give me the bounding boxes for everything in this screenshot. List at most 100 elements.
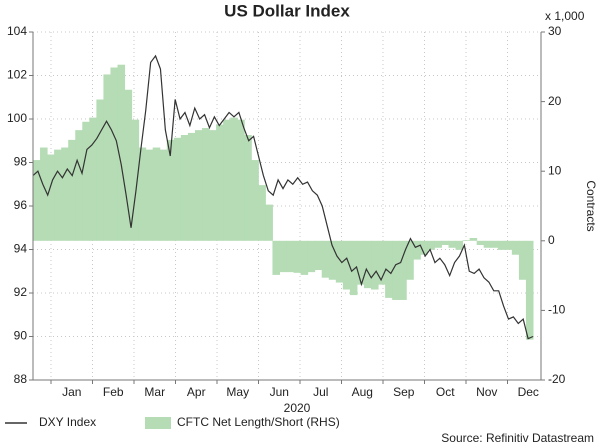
area-bar <box>455 240 464 250</box>
area-bar <box>89 117 97 241</box>
x-tick-label: Mar <box>144 385 165 399</box>
area-bar <box>202 128 210 241</box>
area-bar <box>349 240 358 296</box>
area-bar <box>413 240 421 260</box>
area-bar <box>490 240 499 248</box>
area-bar <box>54 149 62 241</box>
y-tick-label: 98 <box>14 155 28 169</box>
area-bar <box>47 154 55 241</box>
area-bar <box>159 149 168 241</box>
area-bar <box>230 117 238 241</box>
y-tick-label: 96 <box>14 198 28 212</box>
y2-tick-label: 30 <box>548 24 562 38</box>
area-bar <box>173 137 182 241</box>
area-bar <box>293 240 302 273</box>
area-bar <box>356 240 365 285</box>
area-bar <box>82 121 90 241</box>
area-bar <box>300 240 309 275</box>
y-tick-label: 104 <box>7 24 27 38</box>
x-tick-label: Apr <box>187 385 206 399</box>
area-bar <box>385 240 393 298</box>
area-bar <box>244 135 252 241</box>
area-bar <box>103 74 111 241</box>
area-bar <box>518 240 527 280</box>
y-tick-label: 100 <box>7 111 27 125</box>
area-bar <box>194 130 203 241</box>
area-bar <box>33 160 41 241</box>
area-bar <box>166 139 175 241</box>
y-tick-label: 92 <box>14 285 28 299</box>
area-bar <box>441 240 449 245</box>
area-bar <box>40 147 48 241</box>
area-bar <box>96 99 104 241</box>
x-tick-label: Jun <box>270 385 289 399</box>
area-bar <box>420 240 428 255</box>
area-bar <box>117 64 126 241</box>
area-bar <box>427 240 435 250</box>
area-bar <box>462 240 471 241</box>
area-bar <box>237 119 245 241</box>
area-bar <box>75 130 83 241</box>
area-bar <box>434 240 442 248</box>
area-bar <box>152 147 161 241</box>
source: Source: Refinitiv Datastream <box>441 431 594 445</box>
area-bar <box>124 89 133 241</box>
area-bar <box>342 240 351 290</box>
legend-label: DXY Index <box>39 415 96 429</box>
legend-label: CFTC Net Length/Short (RHS) <box>177 415 340 429</box>
area-bar <box>504 240 513 250</box>
area-bar <box>265 204 273 241</box>
y2-unit: x 1,000 <box>545 9 585 23</box>
area-bar <box>321 240 330 278</box>
area-bar <box>476 240 485 245</box>
y2-tick-label: -20 <box>548 372 566 386</box>
area-bar <box>335 240 344 283</box>
area-bar <box>138 147 147 241</box>
x-tick-label: Oct <box>436 385 455 399</box>
area-bar <box>307 240 316 273</box>
area-bar <box>497 240 506 250</box>
area-bar <box>279 240 288 273</box>
area-bar <box>110 67 119 241</box>
area-bar <box>314 240 323 271</box>
y-tick-label: 94 <box>14 242 28 256</box>
area-bar <box>68 139 76 241</box>
y2-axis-title: Contracts <box>584 180 598 231</box>
x-axis-title: 2020 <box>284 401 311 415</box>
area-bar <box>286 240 295 273</box>
area-bar <box>223 119 231 241</box>
x-tick-label: Feb <box>103 385 124 399</box>
area-bar <box>272 240 280 275</box>
x-tick-label: Sep <box>393 385 415 399</box>
y2-tick-label: 20 <box>548 94 562 108</box>
x-tick-label: Nov <box>476 385 497 399</box>
area-bar <box>406 240 414 280</box>
area-bar <box>483 240 492 248</box>
area-bar <box>448 240 457 248</box>
x-tick-label: Dec <box>518 385 539 399</box>
area-bar <box>187 132 196 241</box>
area-bar <box>525 240 534 340</box>
area-bar <box>511 240 520 255</box>
x-tick-label: May <box>226 385 249 399</box>
area-bar <box>378 240 386 285</box>
area-bar <box>251 160 259 241</box>
y-tick-label: 102 <box>7 68 27 82</box>
area-bar <box>258 185 266 241</box>
area-bar <box>328 240 337 280</box>
area-bar <box>131 119 140 241</box>
y-tick-label: 90 <box>14 329 28 343</box>
area-bar <box>399 240 407 300</box>
area-bar <box>61 147 69 241</box>
x-tick-label: Aug <box>352 385 373 399</box>
line <box>32 54 534 340</box>
area-bar <box>392 240 400 300</box>
area-bar <box>469 238 478 241</box>
y2-tick-label: -10 <box>548 303 566 317</box>
area-bar <box>180 135 189 241</box>
y2-tick-label: 10 <box>548 163 562 177</box>
x-tick-label: Jul <box>313 385 328 399</box>
area-bar <box>145 149 154 241</box>
